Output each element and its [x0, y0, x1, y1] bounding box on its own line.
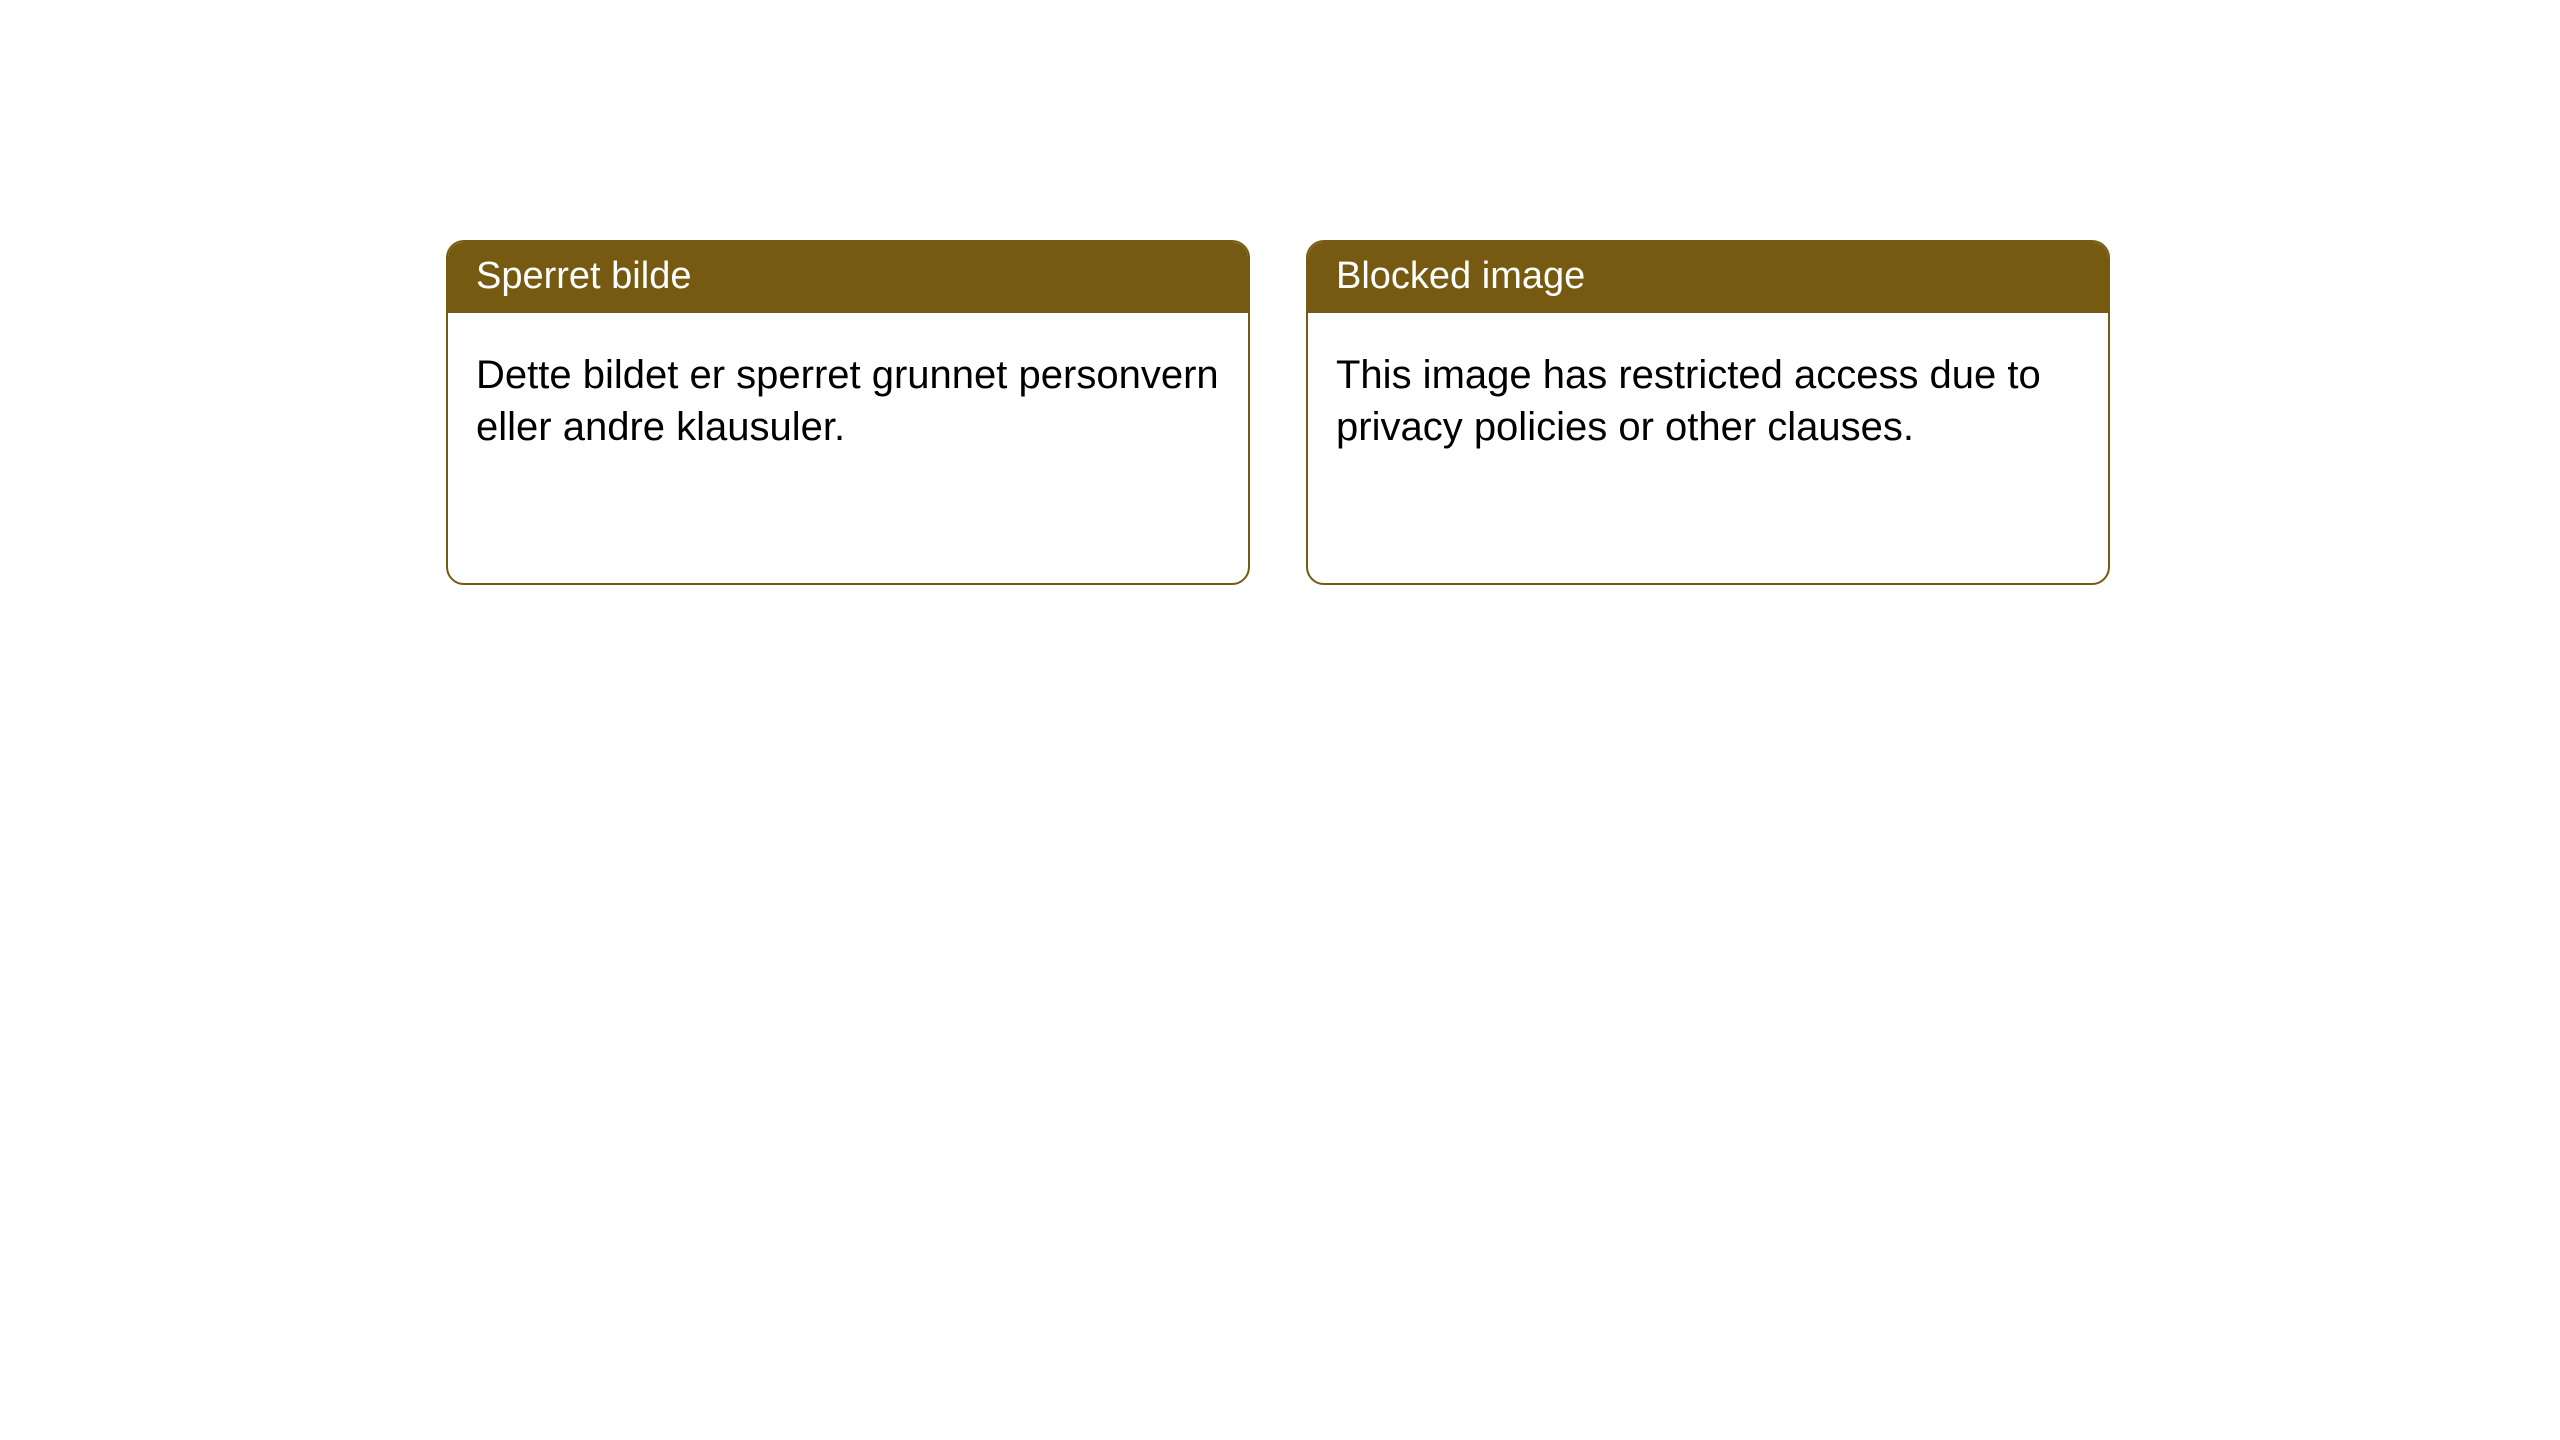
notice-card-title: Blocked image	[1308, 242, 2108, 313]
notice-card-english: Blocked image This image has restricted …	[1306, 240, 2110, 585]
notice-container: Sperret bilde Dette bildet er sperret gr…	[0, 0, 2560, 585]
notice-card-norwegian: Sperret bilde Dette bildet er sperret gr…	[446, 240, 1250, 585]
notice-card-body: This image has restricted access due to …	[1308, 313, 2108, 583]
notice-card-body: Dette bildet er sperret grunnet personve…	[448, 313, 1248, 583]
notice-card-title: Sperret bilde	[448, 242, 1248, 313]
